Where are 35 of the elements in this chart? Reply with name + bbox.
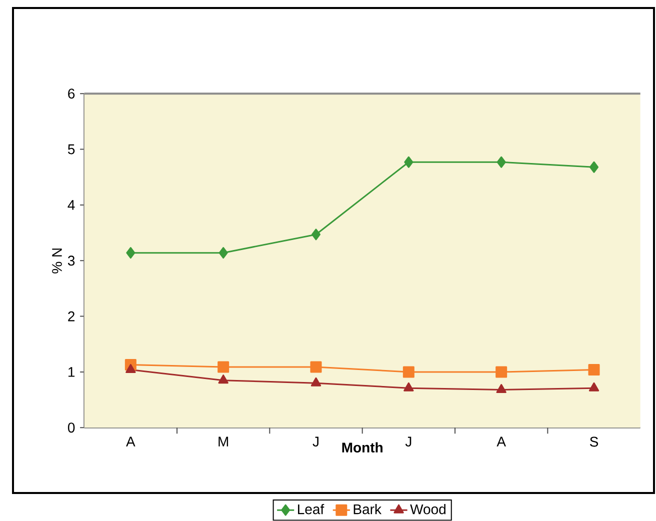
point bbox=[310, 361, 322, 373]
y-tick-label: 6 bbox=[68, 88, 75, 99]
x-tick-label: A bbox=[126, 436, 136, 447]
point bbox=[126, 247, 136, 259]
point bbox=[589, 162, 598, 174]
point bbox=[496, 384, 506, 394]
x-tick-label: J bbox=[405, 436, 412, 447]
y-axis-title: % N bbox=[52, 248, 62, 274]
point bbox=[402, 366, 414, 378]
legend-label: Wood bbox=[410, 504, 446, 514]
y-tick-label: 3 bbox=[68, 256, 75, 266]
point bbox=[126, 364, 136, 374]
y-tick-label: 0 bbox=[68, 422, 75, 433]
x-tick-label: A bbox=[496, 436, 506, 447]
y-tick-label: 2 bbox=[68, 312, 74, 322]
x-tick-label: J bbox=[312, 436, 318, 447]
point bbox=[218, 247, 228, 259]
y-tick-label: 4 bbox=[68, 200, 75, 210]
legend-label: Bark bbox=[354, 504, 382, 514]
point bbox=[496, 366, 508, 378]
legend-label: Leaf bbox=[298, 504, 324, 514]
point bbox=[404, 382, 414, 392]
y-tick-label: 5 bbox=[68, 144, 75, 154]
point bbox=[404, 156, 414, 168]
x-axis-title: Month bbox=[342, 442, 382, 453]
x-tick-label: M bbox=[218, 436, 228, 447]
point bbox=[588, 364, 600, 376]
point bbox=[311, 228, 320, 240]
point bbox=[218, 374, 228, 384]
point bbox=[218, 361, 230, 373]
point bbox=[496, 156, 506, 168]
y-tick-label: 1 bbox=[68, 367, 75, 377]
point bbox=[588, 382, 600, 392]
point bbox=[310, 378, 322, 387]
x-tick-label: S bbox=[590, 436, 598, 447]
